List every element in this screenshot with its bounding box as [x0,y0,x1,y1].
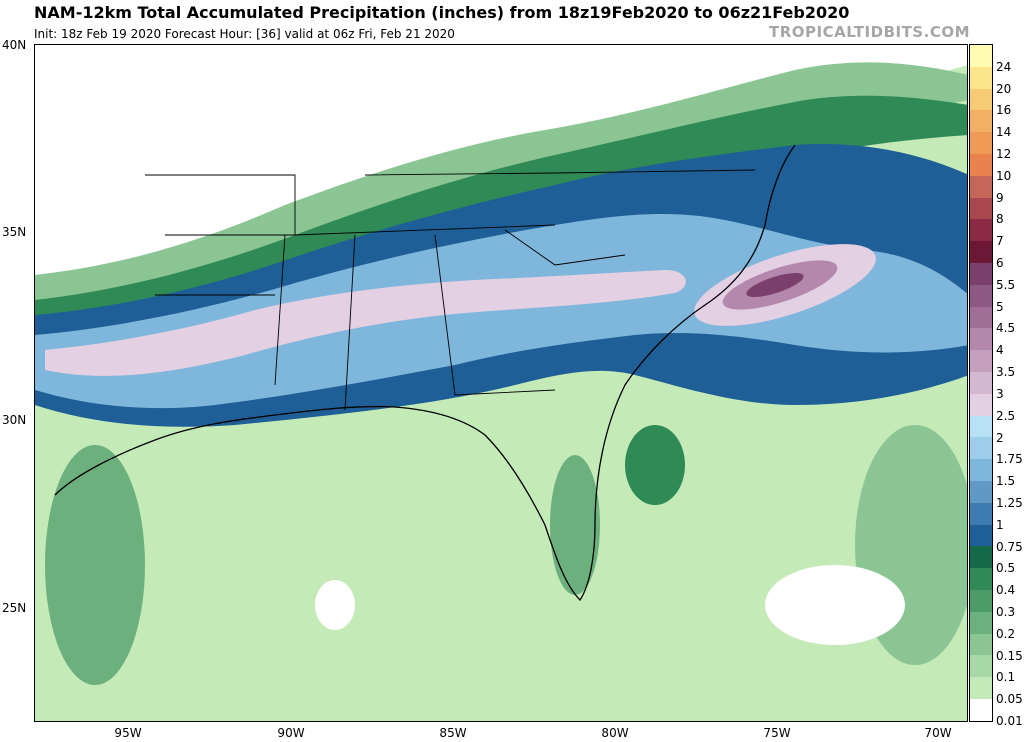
precipitation-map-canvas [35,45,967,721]
colorbar-level-label: 0.3 [996,604,1016,619]
colorbar-swatch [970,241,992,263]
colorbar-level-label: 1.25 [996,495,1023,510]
colorbar [969,44,993,722]
colorbar-swatch [970,568,992,590]
map-title: NAM-12km Total Accumulated Precipitation… [34,3,850,22]
colorbar-swatch [970,655,992,678]
colorbar-level-label: 3 [996,386,1004,401]
precip-max-stripe [45,269,686,376]
colorbar-level-label: 14 [996,125,1012,140]
lon-label-75w: 75W [763,726,791,740]
colorbar-level-label: 0.05 [996,692,1023,707]
colorbar-level-label: 0.1 [996,670,1016,685]
lon-label-80w: 80W [601,726,629,740]
colorbar-level-label: 7 [996,234,1004,249]
colorbar-swatch [970,175,992,198]
colorbar-swatch [970,284,992,307]
colorbar-level-label: 4.5 [996,321,1016,336]
colorbar-swatch [970,88,992,111]
atlantic-patch [625,425,685,505]
colorbar-swatch [970,437,992,460]
colorbar-level-label: 8 [996,212,1004,227]
colorbar-swatch [970,502,992,525]
colorbar-swatch [970,153,992,176]
colorbar-swatch [970,611,992,634]
colorbar-swatch [970,262,992,285]
colorbar-level-label: 16 [996,103,1012,118]
colorbar-level-label: 12 [996,147,1012,162]
colorbar-level-label: 2.5 [996,408,1016,423]
colorbar-level-label: 0.5 [996,561,1016,576]
florida-peninsula-patch [550,455,600,595]
lat-label-35n: 35N [2,225,27,239]
colorbar-level-label: 5 [996,299,1004,314]
colorbar-swatch [970,633,992,656]
colorbar-swatch [970,459,992,481]
colorbar-level-label: 9 [996,190,1004,205]
colorbar-labels: 24 20 16 14 12 10 9 8 7 6 5.5 5 4.5 4 3.5 3 2.5 2 1.75 1.5 1… [996,44,1024,728]
dry-spot-atlantic [765,565,905,645]
colorbar-swatch [970,45,992,67]
colorbar-swatch [970,393,992,416]
colorbar-swatch [970,306,992,329]
gulf-patch-west [45,445,145,685]
colorbar-level-label: 5.5 [996,277,1016,292]
dry-spot-gulf [315,580,355,630]
colorbar-swatch [970,371,992,394]
colorbar-swatch [970,524,992,547]
lat-label-40n: 40N [2,38,27,52]
lon-label-70w: 70W [924,726,952,740]
colorbar-level-label: 4 [996,343,1004,358]
colorbar-swatch [970,480,992,503]
colorbar-swatch [970,110,992,133]
colorbar-level-label: 0.2 [996,626,1016,641]
lon-label-95w: 95W [114,726,142,740]
precip-band-core [35,213,967,409]
colorbar-swatch [970,546,992,569]
colorbar-level-label: 0.4 [996,583,1016,598]
colorbar-level-label: 0.75 [996,539,1023,554]
colorbar-level-label: 1.75 [996,452,1023,467]
colorbar-swatch [970,589,992,612]
lat-label-30n: 30N [2,413,27,427]
lon-label-90w: 90W [277,726,305,740]
colorbar-level-label: 24 [996,59,1012,74]
precipitation-map [34,44,968,722]
offshore-max-inner [746,273,804,297]
colorbar-level-label: 2 [996,430,1004,445]
lon-label-85w: 85W [439,726,467,740]
colorbar-swatch [970,415,992,438]
colorbar-level-label: 20 [996,81,1012,96]
colorbar-level-label: 0.01 [996,714,1023,728]
state-borders [145,169,756,411]
colorbar-swatch [970,66,992,89]
colorbar-swatch [970,197,992,220]
map-subtitle: Init: 18z Feb 19 2020 Forecast Hour: [36… [34,27,455,41]
colorbar-level-label: 1 [996,517,1004,532]
colorbar-swatch [970,677,992,699]
brand-watermark: TROPICALTIDBITS.COM [769,23,970,41]
colorbar-swatch [970,219,992,242]
colorbar-swatch [970,328,992,351]
colorbar-level-label: 10 [996,168,1012,183]
coastline [54,144,796,602]
colorbar-level-label: 3.5 [996,365,1016,380]
colorbar-level-label: 1.5 [996,474,1016,489]
colorbar-level-label: 0.15 [996,648,1023,663]
colorbar-swatch [970,350,992,372]
colorbar-swatch [970,132,992,154]
colorbar-level-label: 6 [996,256,1004,271]
colorbar-swatch [970,698,992,721]
lat-label-25n: 25N [2,601,27,615]
